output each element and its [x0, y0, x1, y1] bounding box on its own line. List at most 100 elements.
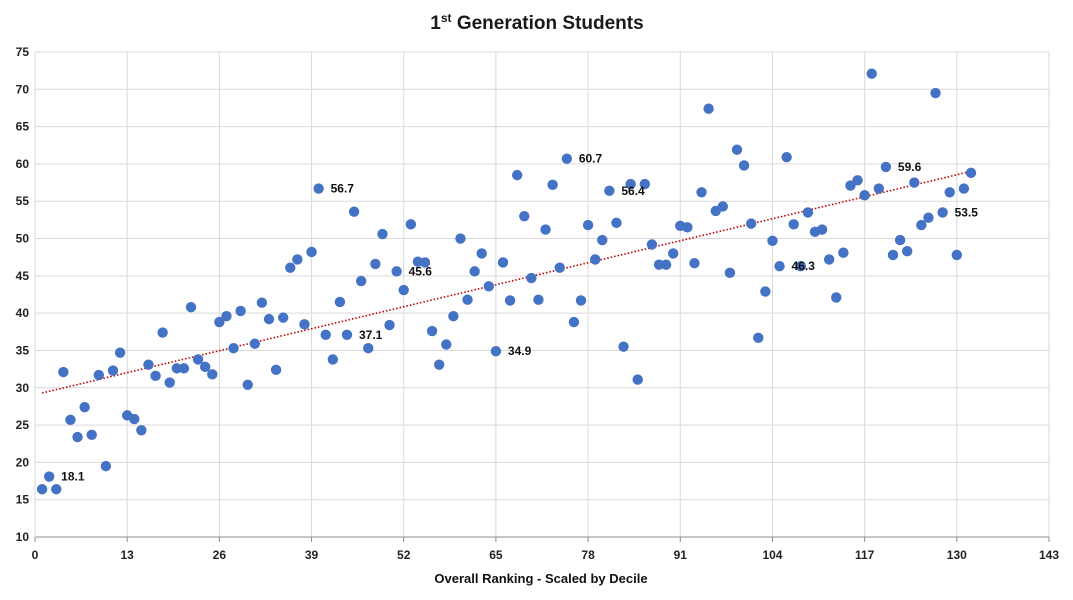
x-tick-label: 130 [947, 548, 967, 562]
data-point [164, 377, 175, 388]
data-point [36, 484, 48, 495]
x-axis-title: Overall Ranking - Scaled by Decile [434, 571, 647, 586]
data-point [767, 235, 778, 246]
data-point [831, 292, 842, 303]
data-point [639, 178, 651, 190]
data-point [143, 359, 154, 370]
data-points [36, 68, 977, 495]
data-point [703, 103, 714, 114]
x-tick-label: 117 [855, 548, 875, 562]
data-point [604, 185, 615, 196]
data-point [611, 217, 622, 229]
data-point [887, 249, 899, 261]
data-point [795, 260, 807, 272]
data-point [107, 365, 119, 376]
data-point [228, 343, 239, 354]
y-tick-label: 65 [16, 120, 30, 134]
data-point [341, 329, 353, 340]
data-point [589, 254, 601, 265]
data-point [370, 258, 381, 270]
data-point [689, 257, 700, 269]
x-tick-label: 52 [397, 548, 411, 562]
data-point [781, 152, 792, 163]
data-point [355, 275, 367, 287]
y-tick-label: 30 [16, 381, 30, 395]
data-point [256, 297, 268, 308]
data-point [51, 484, 62, 495]
data-point [43, 471, 55, 482]
grid-lines [35, 51, 1050, 537]
data-point [441, 339, 452, 350]
data-point [306, 246, 317, 258]
data-point [448, 310, 459, 322]
data-point [519, 210, 530, 222]
data-label: 34.9 [508, 344, 532, 358]
data-point [916, 219, 927, 231]
data-label: 56.7 [331, 182, 355, 196]
data-point [93, 369, 105, 381]
data-label: 60.7 [579, 152, 603, 166]
data-label: 45.6 [409, 264, 433, 278]
data-point [58, 366, 69, 378]
data-point [398, 284, 409, 296]
data-point [660, 259, 672, 270]
data-point [377, 228, 388, 240]
data-point [859, 190, 870, 201]
y-tick-label: 55 [16, 194, 30, 208]
data-point [511, 169, 523, 181]
data-point [717, 201, 729, 212]
data-point [65, 414, 76, 426]
data-point [157, 327, 168, 338]
y-tick-label: 40 [16, 306, 30, 320]
y-tick-label: 50 [16, 232, 30, 246]
y-tick-label: 15 [16, 493, 30, 507]
data-point [540, 224, 551, 235]
data-label: 37.1 [359, 328, 383, 342]
data-point [816, 224, 828, 235]
y-tick-label: 20 [16, 455, 30, 469]
data-point [299, 319, 310, 330]
data-point [547, 179, 558, 191]
data-point [880, 161, 892, 173]
x-tick-label: 39 [305, 548, 319, 562]
data-point [292, 254, 303, 265]
data-point [731, 144, 743, 155]
data-point [568, 316, 580, 328]
data-point [334, 296, 346, 308]
data-point [802, 207, 814, 218]
data-point [909, 177, 920, 188]
data-label: 53.5 [955, 205, 979, 219]
data-label: 18.1 [61, 470, 85, 484]
data-point [462, 294, 473, 305]
y-tick-label: 45 [16, 269, 30, 283]
data-point [469, 266, 480, 277]
data-point [696, 187, 707, 198]
x-tick-label: 91 [674, 548, 688, 562]
data-point [823, 254, 835, 265]
data-point [433, 359, 445, 370]
trendline-group [41, 170, 972, 394]
data-point [597, 234, 608, 246]
y-tick-label: 10 [16, 530, 30, 544]
data-point [192, 354, 204, 365]
data-point [199, 361, 211, 373]
data-point [221, 310, 232, 322]
data-point [455, 233, 466, 244]
data-point [242, 379, 253, 390]
data-point [838, 247, 849, 258]
data-point [965, 167, 977, 179]
x-tick-label: 78 [581, 548, 595, 562]
y-tick-label: 60 [16, 157, 30, 171]
data-point [561, 153, 573, 164]
data-point [930, 87, 941, 99]
chart-title-rest: Generation Students [452, 13, 644, 34]
data-point [263, 313, 275, 325]
data-point [753, 332, 764, 343]
data-point [483, 281, 495, 292]
data-point [363, 343, 374, 354]
data-point [490, 346, 502, 357]
data-point [235, 305, 246, 317]
data-point [667, 248, 679, 259]
data-point [625, 178, 636, 190]
